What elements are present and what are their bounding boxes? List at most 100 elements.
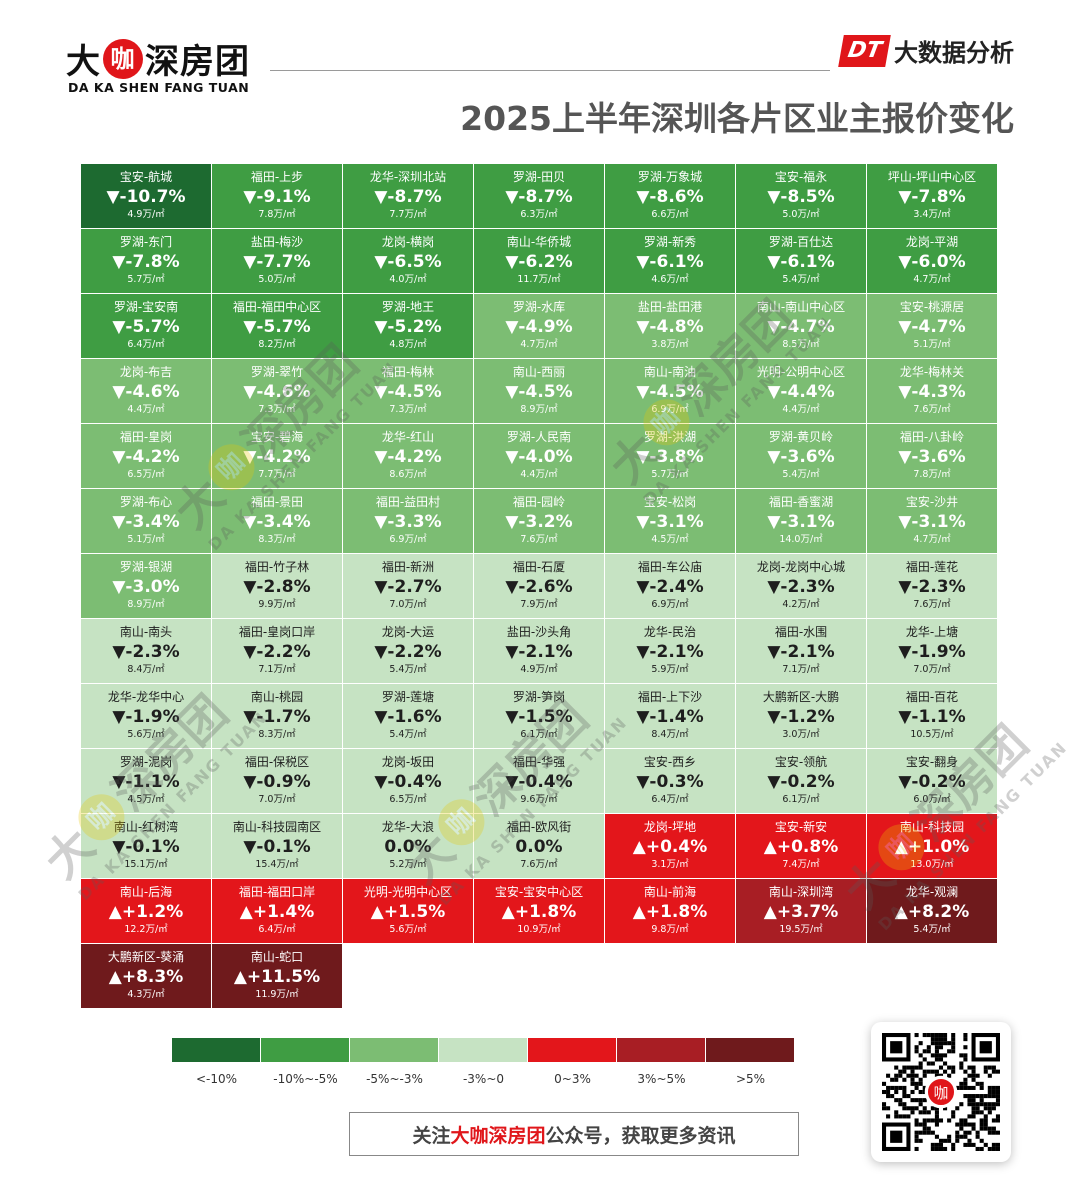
cell-unit-price: 4.5万/㎡: [127, 794, 165, 805]
cell-change-value: ▼-4.2%: [112, 447, 180, 467]
heatmap-cell: 宝安-福永 ▼-8.5% 5.0万/㎡: [736, 164, 866, 228]
cell-district-name: 福田-梅林: [381, 365, 435, 379]
cell-unit-price: 4.4万/㎡: [127, 404, 165, 415]
cell-change-value: ▼-4.7%: [898, 317, 966, 337]
heatmap-cell: 南山-华侨城 ▼-6.2% 11.7万/㎡: [474, 229, 604, 293]
cell-change-value: ▼-4.3%: [898, 382, 966, 402]
cell-change-value: ▲+1.8%: [632, 902, 708, 922]
follow-suffix: 公众号，获取更多资讯: [545, 1124, 736, 1147]
cell-unit-price: 6.1万/㎡: [782, 794, 820, 805]
cell-unit-price: 6.4万/㎡: [651, 794, 689, 805]
heatmap-cell: 坪山-坪山中心区 ▼-7.8% 3.4万/㎡: [867, 164, 997, 228]
cell-district-name: 南山-红树湾: [113, 820, 179, 834]
cell-change-value: ▼-9.1%: [243, 187, 311, 207]
cell-change-value: ▼-1.9%: [112, 707, 180, 727]
cell-change-value: ▼-4.5%: [505, 382, 573, 402]
cell-unit-price: 14.0万/㎡: [779, 534, 823, 545]
heatmap-cell: 福田-华强 ▼-0.4% 9.6万/㎡: [474, 749, 604, 813]
cell-change-value: ▼-10.7%: [106, 187, 186, 207]
cell-change-value: ▼-3.6%: [767, 447, 835, 467]
header-divider: [270, 70, 830, 71]
dt-text: 大数据分析: [894, 39, 1014, 67]
heatmap-cell: 宝安-西乡 ▼-0.3% 6.4万/㎡: [605, 749, 735, 813]
heatmap-cell: 罗湖-笋岗 ▼-1.5% 6.1万/㎡: [474, 684, 604, 748]
cell-unit-price: 5.6万/㎡: [127, 729, 165, 740]
cell-district-name: 龙岗-坂田: [381, 755, 435, 769]
heatmap-cell: 罗湖-东门 ▼-7.8% 5.7万/㎡: [81, 229, 211, 293]
heatmap-cell: 罗湖-水库 ▼-4.9% 4.7万/㎡: [474, 294, 604, 358]
cell-district-name: 大鹏新区-大鹏: [762, 690, 840, 704]
cell-district-name: 宝安-新安: [774, 820, 828, 834]
heatmap-cell: 盐田-梅沙 ▼-7.7% 5.0万/㎡: [212, 229, 342, 293]
cell-change-value: 0.0%: [515, 837, 563, 857]
heatmap-cell: 龙华-梅林关 ▼-4.3% 7.6万/㎡: [867, 359, 997, 423]
cell-unit-price: 6.9万/㎡: [651, 404, 689, 415]
cell-district-name: 宝安-桃源居: [899, 300, 965, 314]
cell-district-name: 南山-蛇口: [250, 950, 304, 964]
cell-district-name: 宝安-碧海: [250, 430, 304, 444]
heatmap-cell: 龙华-红山 ▼-4.2% 8.6万/㎡: [343, 424, 473, 488]
cell-change-value: 0.0%: [384, 837, 432, 857]
legend-color-bar: [172, 1038, 795, 1062]
heatmap-cell: 龙华-深圳北站 ▼-8.7% 7.7万/㎡: [343, 164, 473, 228]
cell-unit-price: 7.7万/㎡: [258, 469, 296, 480]
cell-unit-price: 5.2万/㎡: [389, 859, 427, 870]
cell-district-name: 宝安-宝安中心区: [494, 885, 584, 899]
cell-district-name: 福田-石厦: [512, 560, 566, 574]
heatmap-cell: 南山-红树湾 ▼-0.1% 15.1万/㎡: [81, 814, 211, 878]
heatmap-cell: 福田-福田中心区 ▼-5.7% 8.2万/㎡: [212, 294, 342, 358]
cell-unit-price: 12.2万/㎡: [124, 924, 168, 935]
cell-unit-price: 8.5万/㎡: [782, 339, 820, 350]
heatmap-cell: 福田-上步 ▼-9.1% 7.8万/㎡: [212, 164, 342, 228]
cell-change-value: ▼-2.7%: [374, 577, 442, 597]
cell-unit-price: 8.4万/㎡: [127, 664, 165, 675]
heatmap-cell: 龙岗-平湖 ▼-6.0% 4.7万/㎡: [867, 229, 997, 293]
cell-unit-price: 8.3万/㎡: [258, 534, 296, 545]
cell-district-name: 罗湖-笋岗: [512, 690, 566, 704]
cell-district-name: 龙华-深圳北站: [369, 170, 447, 184]
cell-change-value: ▲+11.5%: [233, 967, 321, 987]
cell-unit-price: 7.1万/㎡: [782, 664, 820, 675]
cell-change-value: ▼-2.3%: [898, 577, 966, 597]
cell-unit-price: 5.4万/㎡: [782, 469, 820, 480]
legend-label: -5%~-3%: [366, 1072, 423, 1086]
qr-code: 咖: [871, 1022, 1011, 1162]
cell-district-name: 福田-欧风街: [506, 820, 572, 834]
logo-wordmark: 大咖深房团: [66, 34, 250, 83]
cell-district-name: 福田-皇岗口岸: [238, 625, 316, 639]
cell-unit-price: 4.4万/㎡: [520, 469, 558, 480]
cell-change-value: ▲+3.7%: [763, 902, 839, 922]
heatmap-cell: 南山-深圳湾 ▲+3.7% 19.5万/㎡: [736, 879, 866, 943]
cell-district-name: 福田-园岭: [512, 495, 566, 509]
cell-change-value: ▲+0.8%: [763, 837, 839, 857]
heatmap-cell: 福田-香蜜湖 ▼-3.1% 14.0万/㎡: [736, 489, 866, 553]
cell-unit-price: 8.6万/㎡: [389, 469, 427, 480]
cell-change-value: ▼-5.7%: [112, 317, 180, 337]
heatmap-cell: 龙岗-坪地 ▲+0.4% 3.1万/㎡: [605, 814, 735, 878]
cell-district-name: 福田-福田口岸: [238, 885, 316, 899]
cell-change-value: ▼-8.6%: [636, 187, 704, 207]
cell-district-name: 罗湖-莲塘: [381, 690, 435, 704]
legend-label: 3%~5%: [637, 1072, 686, 1086]
heatmap-cell: 福田-石厦 ▼-2.6% 7.9万/㎡: [474, 554, 604, 618]
cell-change-value: ▼-5.7%: [243, 317, 311, 337]
cell-change-value: ▼-0.2%: [898, 772, 966, 792]
cell-district-name: 福田-景田: [250, 495, 304, 509]
cell-change-value: ▼-3.1%: [898, 512, 966, 532]
cell-change-value: ▼-3.2%: [505, 512, 573, 532]
cell-change-value: ▼-4.2%: [243, 447, 311, 467]
cell-unit-price: 4.7万/㎡: [913, 274, 951, 285]
cell-change-value: ▼-6.5%: [374, 252, 442, 272]
cell-unit-price: 10.9万/㎡: [517, 924, 561, 935]
cell-unit-price: 6.6万/㎡: [651, 209, 689, 220]
cell-change-value: ▼-4.9%: [505, 317, 573, 337]
cell-change-value: ▼-4.8%: [636, 317, 704, 337]
cell-district-name: 南山-科技园: [899, 820, 965, 834]
cell-unit-price: 7.6万/㎡: [913, 599, 951, 610]
cell-district-name: 龙岗-龙岗中心城: [756, 560, 846, 574]
cell-unit-price: 7.8万/㎡: [258, 209, 296, 220]
cell-change-value: ▼-2.2%: [243, 642, 311, 662]
heatmap-cell: 罗湖-莲塘 ▼-1.6% 5.4万/㎡: [343, 684, 473, 748]
cell-change-value: ▼-2.6%: [505, 577, 573, 597]
heatmap-cell: 罗湖-翠竹 ▼-4.6% 7.3万/㎡: [212, 359, 342, 423]
